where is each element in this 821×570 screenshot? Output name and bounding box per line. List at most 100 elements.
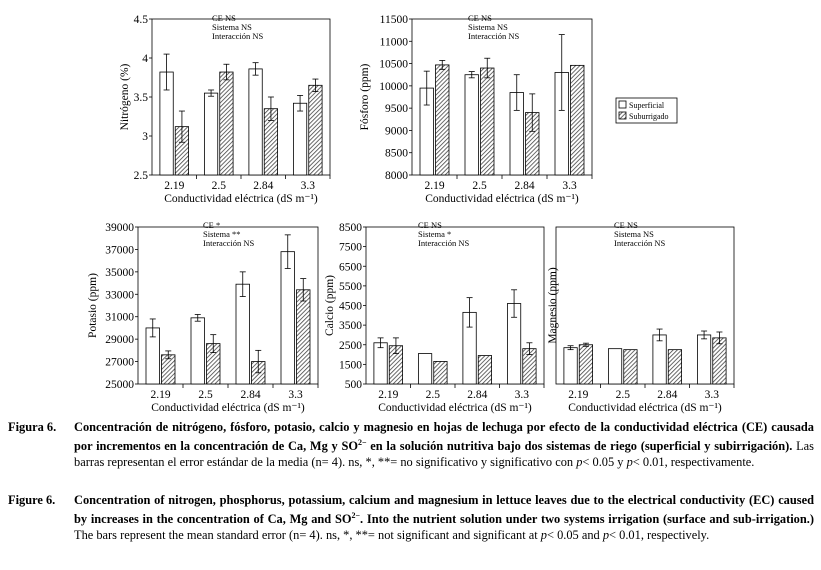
y-axis-label: Magnesio (ppm) xyxy=(547,267,559,344)
y-tick-label: 2500 xyxy=(339,340,362,352)
chart-panel-2: 8000 8500 9000 9500 10000 10500 11000 11500 2.19… xyxy=(359,13,593,205)
x-tick-label: 2.5 xyxy=(472,180,487,192)
x-axis-label: Conductividad eléctrica (dS m⁻¹) xyxy=(425,193,579,205)
y-tick-label: 29000 xyxy=(105,334,134,346)
chart-panel-3: 25000 27000 29000 31000 33000 35000 37000 39000… xyxy=(87,220,319,414)
y-axis-label: Calcio (ppm) xyxy=(324,275,336,336)
x-tick-label: 3.3 xyxy=(562,180,577,192)
caption-p: p xyxy=(626,455,633,470)
caption-p: p xyxy=(602,528,610,543)
significance-annotation: Sistema ** xyxy=(203,229,241,239)
x-tick-label: 3.3 xyxy=(301,180,316,192)
y-tick-label: 500 xyxy=(345,379,363,391)
y-tick-label: 2.5 xyxy=(134,170,149,182)
y-tick-label: 39000 xyxy=(105,222,134,234)
x-tick-label: 2.84 xyxy=(253,180,273,192)
caption-bold-tail: en la solución nutritiva bajo dos sistem… xyxy=(366,439,793,454)
x-tick-label: 2.84 xyxy=(467,389,487,401)
x-tick-label: 2.5 xyxy=(198,389,213,401)
y-tick-label: 10000 xyxy=(379,81,408,93)
caption-text: Las barras representan el error estándar… xyxy=(74,439,814,470)
y-tick-label: 8500 xyxy=(385,148,408,160)
significance-annotation: Interacción NS xyxy=(614,238,665,248)
y-tick-label: 3500 xyxy=(339,320,362,332)
x-tick-label: 3.3 xyxy=(288,389,303,401)
legend-swatch-suburrigado xyxy=(618,111,627,120)
y-tick-label: 4 xyxy=(142,53,148,65)
bar-superficial xyxy=(190,317,205,385)
bar-suburrigado xyxy=(712,337,727,385)
significance-annotation: CE NS xyxy=(212,13,236,23)
caption-label: Figura 6. xyxy=(8,420,57,434)
y-axis-label: Fósforo (ppm) xyxy=(359,63,371,130)
bar-superficial xyxy=(235,283,250,385)
caption-body: Concentration of nitrogen, phosphorus, p… xyxy=(74,492,814,543)
y-tick-label: 8000 xyxy=(385,170,408,182)
bar-suburrigado xyxy=(435,64,450,176)
significance-annotation: Interacción NS xyxy=(203,238,254,248)
bar-superficial xyxy=(373,342,388,385)
significance-annotation: Sistema * xyxy=(418,229,451,239)
y-tick-label: 4.5 xyxy=(134,14,149,26)
y-tick-label: 8500 xyxy=(339,222,362,234)
x-axis-label: Conductividad eléctrica (dS m⁻¹) xyxy=(164,193,318,205)
y-tick-label: 4500 xyxy=(339,301,362,313)
caption-p: p xyxy=(576,455,583,470)
y-tick-label: 9000 xyxy=(385,125,408,137)
y-tick-label: 6500 xyxy=(339,261,362,273)
bar-superficial xyxy=(280,251,295,385)
y-tick-label: 11000 xyxy=(380,36,409,48)
caption-text: < 0.05 y xyxy=(582,455,627,470)
caption-text: The bars represent the mean standard err… xyxy=(74,528,541,543)
bar-superficial xyxy=(697,334,712,385)
caption-bold-text: Concentration of nitrogen, phosphorus, p… xyxy=(74,493,814,527)
chart-panel-4: 500 1500 2500 3500 4500 5500 6500 7500 8500 2.19 2… xyxy=(324,220,545,414)
caption-text: < 0.01, respectively. xyxy=(609,528,710,543)
significance-annotation: Sistema NS xyxy=(212,22,252,32)
y-tick-label: 31000 xyxy=(105,312,134,324)
bar-suburrigado xyxy=(433,361,448,385)
bar-suburrigado xyxy=(480,67,495,176)
bar-suburrigado xyxy=(219,71,234,176)
x-tick-label: 2.5 xyxy=(212,180,227,192)
caption-label: Figure 6. xyxy=(8,493,56,507)
x-axis-label: Conductividad eléctrica (dS m⁻¹) xyxy=(151,402,305,414)
x-tick-label: 3.3 xyxy=(705,389,720,401)
x-tick-label: 2.5 xyxy=(616,389,631,401)
y-tick-label: 25000 xyxy=(105,379,134,391)
bar-suburrigado xyxy=(161,354,176,385)
caption-superscript: 2− xyxy=(351,511,361,520)
y-tick-label: 35000 xyxy=(105,267,134,279)
caption-superscript: 2− xyxy=(358,438,367,447)
bar-suburrigado xyxy=(477,355,493,385)
x-axis-label: Conductividad eléctrica (dS m⁻¹) xyxy=(378,402,532,414)
x-axis-label: Conductividad eléctrica (dS m⁻¹) xyxy=(568,402,722,414)
y-axis-label: Potasio (ppm) xyxy=(87,273,99,338)
y-tick-label: 3.5 xyxy=(134,92,149,104)
x-tick-label: 2.5 xyxy=(426,389,441,401)
bar-superficial xyxy=(292,102,308,176)
y-tick-label: 27000 xyxy=(105,357,134,369)
x-tick-label: 2.84 xyxy=(657,389,677,401)
bar-superficial xyxy=(652,334,667,385)
bar-superficial xyxy=(608,348,623,385)
x-tick-label: 2.19 xyxy=(164,180,184,192)
y-tick-label: 5500 xyxy=(339,281,362,293)
x-tick-label: 2.19 xyxy=(424,180,444,192)
x-tick-label: 3.3 xyxy=(515,389,530,401)
x-tick-label: 2.19 xyxy=(150,389,170,401)
caption-text: < 0.05 and xyxy=(546,528,603,543)
bar-superficial xyxy=(417,353,433,385)
y-axis-label: Nitrógeno (%) xyxy=(119,63,131,130)
significance-annotation: Interacción NS xyxy=(468,31,519,41)
caption-english: Figure 6. Concentration of nitrogen, pho… xyxy=(8,492,814,543)
y-tick-label: 33000 xyxy=(105,289,134,301)
bar-suburrigado xyxy=(570,64,585,176)
significance-annotation: Sistema NS xyxy=(468,22,508,32)
bar-superficial xyxy=(464,74,479,176)
significance-annotation: CE NS xyxy=(418,220,442,230)
caption-bold-text: Concentración de nitrógeno, fósforo, pot… xyxy=(74,420,814,454)
significance-annotation: CE NS xyxy=(614,220,638,230)
